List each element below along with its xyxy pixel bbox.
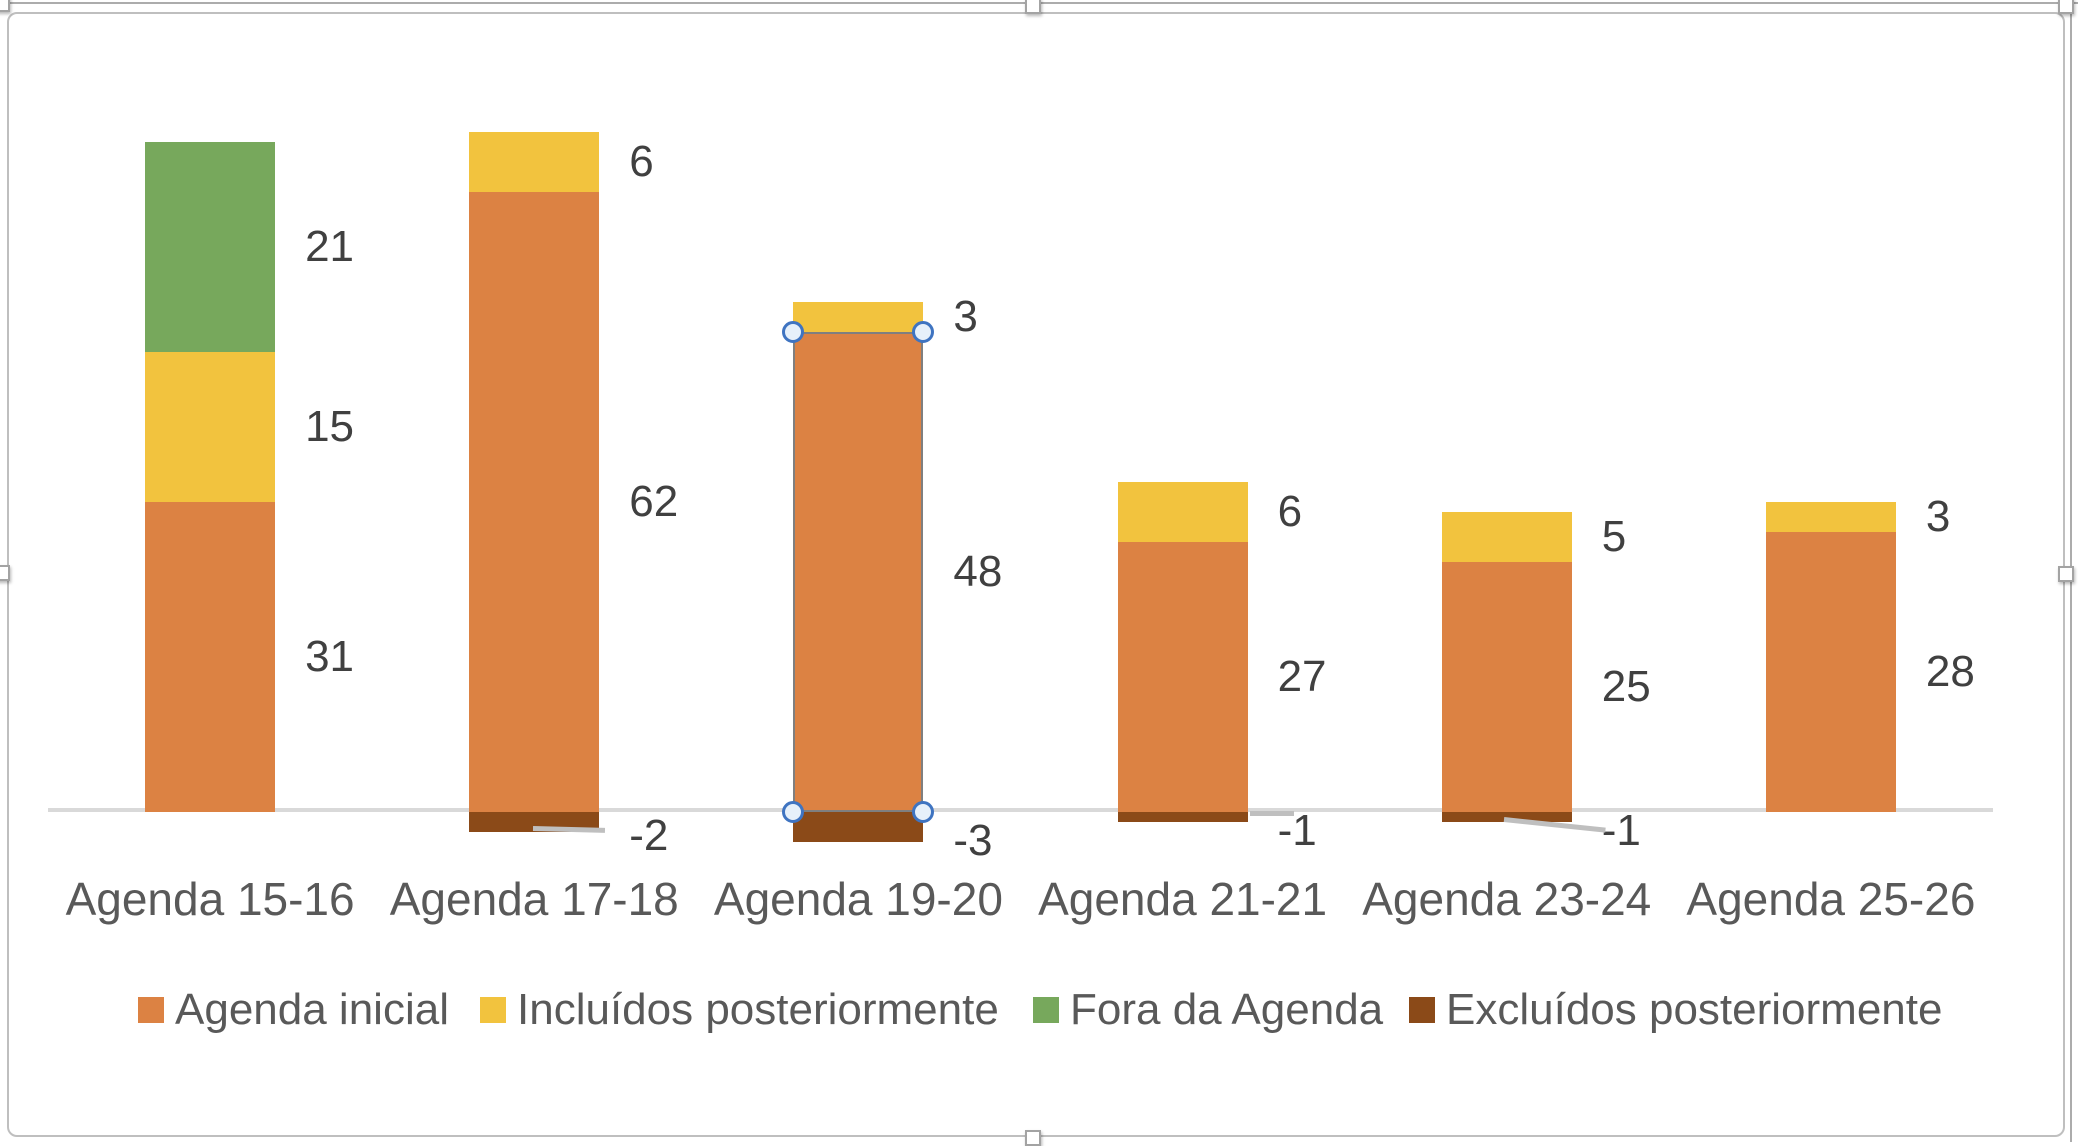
bar-segment-s0-c4[interactable] xyxy=(1441,562,1572,812)
legend-swatch xyxy=(138,997,164,1023)
data-label[interactable]: 28 xyxy=(1925,647,1975,696)
data-label[interactable]: -2 xyxy=(629,811,669,860)
legend-item-1[interactable]: Incluídos posteriormente xyxy=(480,985,999,1035)
category-label[interactable]: Agenda 21-21 xyxy=(1038,873,1328,925)
legend-label: Excluídos posteriormente xyxy=(1446,985,1943,1034)
data-label[interactable]: 15 xyxy=(305,402,355,451)
category-label[interactable]: Agenda 17-18 xyxy=(389,873,679,925)
bar-segment-s0-c5[interactable] xyxy=(1765,532,1896,812)
data-label[interactable]: 48 xyxy=(953,547,1003,596)
legend-item-0[interactable]: Agenda inicial xyxy=(138,985,449,1035)
bar-segment-s1-c4[interactable] xyxy=(1441,512,1572,562)
bar-segment-s1-c5[interactable] xyxy=(1765,502,1896,532)
bar-segment-s3-c3[interactable] xyxy=(1117,812,1248,822)
data-label[interactable]: 27 xyxy=(1277,652,1327,701)
data-label[interactable]: 6 xyxy=(629,137,654,186)
selection-handle-top-right[interactable] xyxy=(2058,0,2074,14)
bar-segment-s1-c2[interactable] xyxy=(793,302,924,332)
data-label[interactable]: 5 xyxy=(1601,512,1627,561)
data-label[interactable]: 6 xyxy=(1277,487,1303,536)
point-selection-handle[interactable] xyxy=(912,321,935,343)
bar-segment-s1-c1[interactable] xyxy=(469,132,600,192)
point-selection-handle[interactable] xyxy=(912,801,935,823)
legend-swatch xyxy=(1033,997,1059,1023)
data-label[interactable]: 3 xyxy=(1925,492,1951,541)
selection-handle-middle-left[interactable] xyxy=(0,565,10,581)
category-label[interactable]: Agenda 25-26 xyxy=(1686,873,1976,925)
chart-border xyxy=(7,12,2065,1137)
data-label[interactable]: 31 xyxy=(305,632,355,681)
bar-segment-s1-c3[interactable] xyxy=(1117,482,1248,542)
legend-swatch xyxy=(1409,997,1435,1023)
data-label[interactable]: 3 xyxy=(953,292,978,341)
x-axis-line xyxy=(48,808,1993,812)
legend-item-2[interactable]: Fora da Agenda xyxy=(1033,985,1383,1035)
bar-segment-s3-c2[interactable] xyxy=(793,812,924,842)
data-label[interactable]: 21 xyxy=(305,222,355,271)
selection-handle-top-center[interactable] xyxy=(1025,0,1041,14)
category-label[interactable]: Agenda 23-24 xyxy=(1362,873,1652,925)
selection-handle-top-left[interactable] xyxy=(0,0,10,12)
bar-segment-s0-c0[interactable] xyxy=(145,502,276,812)
bar-segment-s0-c3[interactable] xyxy=(1117,542,1248,812)
legend-label: Fora da Agenda xyxy=(1070,985,1384,1034)
category-label[interactable]: Agenda 19-20 xyxy=(713,873,1003,925)
bar-segment-s1-c0[interactable] xyxy=(145,352,276,502)
point-selection-handle[interactable] xyxy=(782,801,805,823)
legend-label: Agenda inicial xyxy=(175,985,449,1034)
selection-handle-middle-right[interactable] xyxy=(2058,566,2074,582)
bar-segment-s0-c1[interactable] xyxy=(469,192,600,812)
point-selection-handle[interactable] xyxy=(782,321,805,343)
label-leader-line xyxy=(1249,811,1294,816)
bar-segment-s2-c0[interactable] xyxy=(145,142,276,352)
bar-segment-s3-c4[interactable] xyxy=(1441,812,1572,822)
data-label[interactable]: -1 xyxy=(1601,806,1641,855)
legend-swatch xyxy=(480,997,506,1023)
data-label[interactable]: 25 xyxy=(1601,662,1651,711)
data-label[interactable]: -3 xyxy=(953,816,993,865)
category-label[interactable]: Agenda 15-16 xyxy=(65,873,355,925)
data-label[interactable]: 62 xyxy=(629,477,679,526)
legend-label: Incluídos posteriormente xyxy=(517,985,999,1034)
legend-item-3[interactable]: Excluídos posteriormente xyxy=(1409,985,1942,1035)
bar-segment-s0-c2[interactable] xyxy=(793,332,924,812)
